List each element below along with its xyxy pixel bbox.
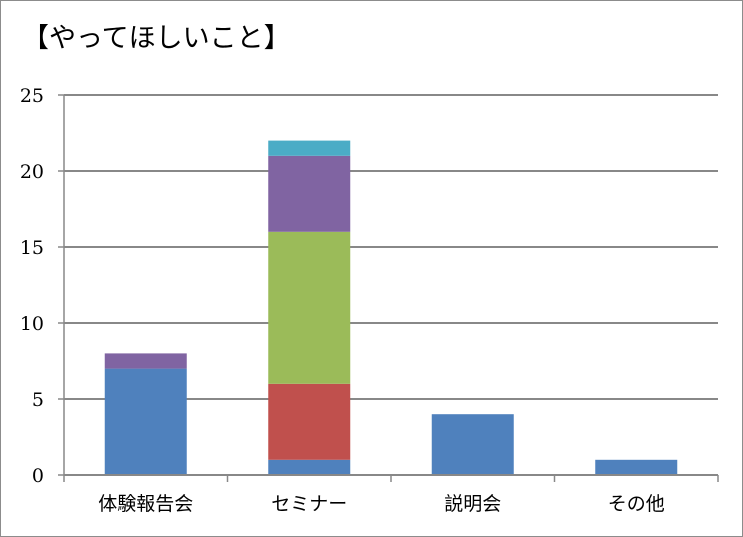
- x-category-label: その他: [608, 493, 665, 515]
- x-category-label: 体験報告会: [98, 493, 193, 515]
- bar-segment: [104, 368, 187, 475]
- bar-segment: [268, 231, 351, 384]
- chart-title: 【やってほしいこと】: [22, 23, 291, 54]
- y-tick-label: 10: [20, 313, 44, 335]
- y-tick-label: 25: [20, 85, 44, 107]
- y-tick-label: 0: [32, 465, 44, 487]
- x-category-label: セミナー: [271, 493, 347, 515]
- bar-segment: [268, 140, 351, 156]
- y-tick-label: 20: [20, 161, 44, 183]
- bar-segment: [104, 353, 187, 369]
- bar-segment: [268, 155, 351, 232]
- y-tick-label: 15: [20, 237, 44, 259]
- x-category-label: 説明会: [444, 493, 501, 515]
- y-tick-label: 5: [32, 389, 44, 411]
- bar-segment: [431, 414, 514, 475]
- bar-segment: [595, 459, 678, 475]
- bar-segment: [268, 459, 351, 475]
- bar-segment: [268, 383, 351, 460]
